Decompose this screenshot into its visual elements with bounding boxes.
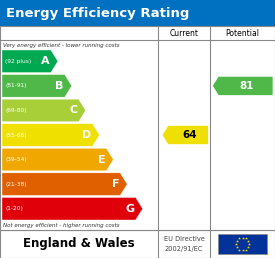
Text: Very energy efficient - lower running costs: Very energy efficient - lower running co… bbox=[3, 43, 120, 48]
Text: (21-38): (21-38) bbox=[5, 182, 27, 187]
Text: England & Wales: England & Wales bbox=[23, 238, 135, 251]
Polygon shape bbox=[2, 148, 113, 171]
Polygon shape bbox=[2, 124, 100, 146]
Text: G: G bbox=[125, 204, 135, 214]
Text: 2002/91/EC: 2002/91/EC bbox=[165, 246, 204, 252]
Text: Not energy efficient - higher running costs: Not energy efficient - higher running co… bbox=[3, 223, 120, 228]
Text: (1-20): (1-20) bbox=[5, 206, 23, 211]
Bar bbox=[218, 234, 267, 254]
Text: Energy Efficiency Rating: Energy Efficiency Rating bbox=[6, 6, 189, 20]
Bar bbox=[0, 26, 275, 230]
Text: E: E bbox=[98, 155, 105, 165]
Polygon shape bbox=[2, 50, 58, 72]
Bar bbox=[0, 230, 275, 258]
Polygon shape bbox=[2, 173, 127, 195]
Text: B: B bbox=[55, 81, 64, 91]
Text: (69-80): (69-80) bbox=[5, 108, 27, 113]
Text: 64: 64 bbox=[182, 130, 197, 140]
Polygon shape bbox=[2, 99, 86, 122]
Text: (55-68): (55-68) bbox=[5, 133, 27, 138]
Text: (39-54): (39-54) bbox=[5, 157, 27, 162]
Bar bbox=[0, 0, 275, 26]
Text: F: F bbox=[112, 179, 119, 189]
Text: Potential: Potential bbox=[226, 28, 260, 37]
Polygon shape bbox=[2, 197, 143, 220]
Text: EU Directive: EU Directive bbox=[164, 236, 205, 242]
Text: (92 plus): (92 plus) bbox=[5, 59, 31, 64]
Polygon shape bbox=[212, 76, 273, 95]
Text: (81-91): (81-91) bbox=[5, 83, 26, 88]
Polygon shape bbox=[2, 75, 72, 97]
Text: C: C bbox=[70, 106, 78, 115]
Text: D: D bbox=[82, 130, 92, 140]
Text: Current: Current bbox=[170, 28, 199, 37]
Text: A: A bbox=[41, 56, 50, 66]
Polygon shape bbox=[162, 125, 208, 144]
Text: 81: 81 bbox=[240, 81, 254, 91]
